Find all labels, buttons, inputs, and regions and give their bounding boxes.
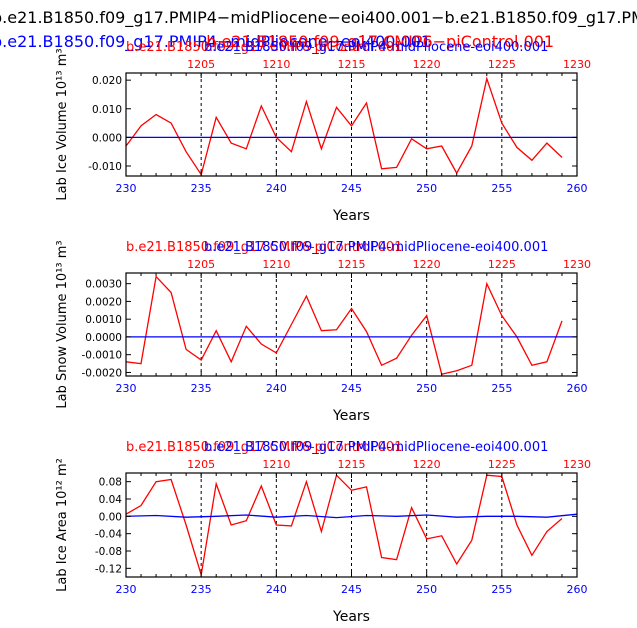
y-axis-label: Lab Snow Volume 10¹³ m³ [55,240,70,408]
top-x-tick-label: 1230 [563,458,591,471]
top-x-tick-label: 1220 [413,458,441,471]
top-x-tick-label: 1225 [488,258,516,271]
top-x-tick-label: 1205 [187,258,215,271]
x-tick-label: 250 [416,583,437,596]
top-x-tick-label: 1220 [413,258,441,271]
series-line-red [125,275,563,375]
x-tick-label: 250 [416,382,437,395]
top-x-tick-label: 1205 [187,58,215,71]
top-x-tick-label: 1230 [563,58,591,71]
chart-panel-2: 230 235 240 245 250 255 260 1205 1210 1215 1220 122… [55,240,591,424]
y-axis-label: Lab Ice Volume 10¹³ m³ [55,48,70,200]
x-tick-label: 245 [341,583,362,596]
top-x-tick-label: 1210 [262,258,290,271]
top-x-tick-label: 1230 [563,258,591,271]
top-x-tick-label: 1215 [338,458,366,471]
chart-panel-3: 230 235 240 245 250 255 260 1205 1210 1215 1220 122… [55,440,591,625]
y-tick-label: 0.00 [99,511,122,523]
panel-title-red: b.e21.B1850.f09_g17.CMIP6-piControl.001 [126,240,402,255]
plot-frame [125,72,578,177]
x-tick-label: 260 [567,182,588,195]
y-tick-label: 0.08 [99,477,122,489]
x-tick-label: 235 [191,182,212,195]
panel-title-blue: b.e21.B1850.f09_g17.PMIP4-midPliocene-eo… [204,240,548,255]
panel-title-blue: b.e21.B1850.f09_g17.PMIP4-midPliocene-eo… [204,440,548,455]
y-tick-label: 0.0030 [85,279,122,291]
x-axis-label: Years [332,208,370,224]
top-x-tick-label: 1210 [262,58,290,71]
figure-header-line2-red: b.e21.B1850.f09_g17.CMIP6−piControl.001 [206,32,554,52]
top-x-tick-label: 1215 [338,58,366,71]
series-line-red [125,76,563,177]
figure-header-line1: b.e21.B1850.f09_g17.PMIP4−midPliocene−eo… [0,8,637,28]
plot-frame [125,272,578,377]
x-tick-label: 235 [191,583,212,596]
x-tick-label: 260 [567,382,588,395]
y-tick-label: 0.000 [92,132,122,144]
x-tick-label: 240 [266,382,287,395]
x-axis-label: Years [332,408,370,424]
top-x-tick-label: 1210 [262,458,290,471]
x-tick-label: 240 [266,182,287,195]
y-axis-label: Lab Ice Area 10¹² m² [55,458,70,592]
y-tick-label: 0.0000 [85,332,122,344]
x-tick-label: 245 [341,382,362,395]
panel-title-red: b.e21.B1850.f09_g17.CMIP6-piControl.001 [126,40,402,55]
panel-title-red: b.e21.B1850.f09_g17.CMIP6-piControl.001 [126,440,402,455]
y-tick-label: -0.0020 [81,367,122,379]
y-tick-label: -0.04 [95,529,122,541]
x-axis-label: Years [332,609,370,625]
figure-header-line2: b.e21.B1850.f09_g17.PMIP4−midPliocene−eo… [0,32,554,52]
top-x-tick-label: 1225 [488,58,516,71]
x-tick-label: 230 [116,382,137,395]
top-x-tick-label: 1215 [338,258,366,271]
x-tick-label: 245 [341,182,362,195]
x-tick-label: 235 [191,382,212,395]
figure-header-line2-blue: b.e21.B1850.f09_g17.PMIP4−midPliocene−eo… [0,32,431,52]
x-tick-label: 260 [567,583,588,596]
y-tick-label: -0.12 [95,563,122,575]
panel-title-blue: b.e21.B1850.f09_g17.PMIP4-midPliocene-eo… [204,40,548,55]
series-line-blue [125,513,578,519]
x-tick-label: 230 [116,182,137,195]
y-tick-label: 0.04 [99,494,123,506]
plot-frame [125,472,578,578]
top-x-tick-label: 1225 [488,458,516,471]
y-tick-label: 0.0010 [85,314,122,326]
x-tick-label: 240 [266,583,287,596]
y-tick-label: -0.08 [95,546,122,558]
x-tick-label: 250 [416,182,437,195]
y-tick-label: 0.010 [92,104,122,116]
top-x-tick-label: 1205 [187,458,215,471]
y-tick-label: 0.0020 [85,296,122,308]
chart-panels: 230 235 240 245 250 255 260 1205 1210 1215 1220 122… [55,40,591,625]
y-tick-label: -0.0010 [81,350,122,362]
x-tick-label: 255 [491,583,512,596]
chart-panel-1: 230 235 240 245 250 255 260 1205 1210 1215 1220 122… [55,40,591,224]
y-tick-label: -0.010 [88,161,122,173]
series-line-red [125,473,563,575]
x-tick-label: 230 [116,583,137,596]
y-tick-label: 0.020 [92,75,122,87]
x-tick-label: 255 [491,182,512,195]
x-tick-label: 255 [491,382,512,395]
top-x-tick-label: 1220 [413,58,441,71]
